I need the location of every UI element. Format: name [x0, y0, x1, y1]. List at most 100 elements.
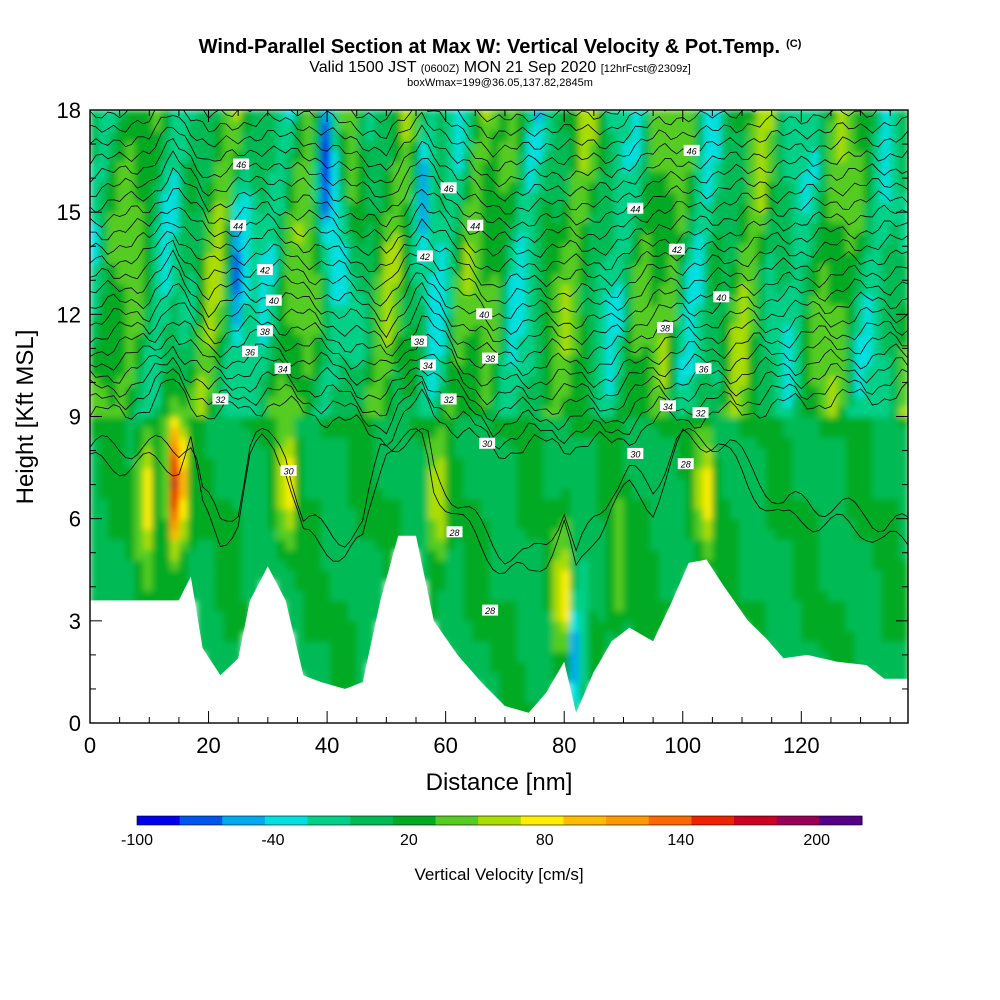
velocity-cell	[712, 569, 723, 581]
velocity-cell	[338, 140, 349, 152]
velocity-cell	[303, 600, 314, 612]
velocity-cell	[730, 324, 740, 336]
velocity-cell	[232, 283, 242, 295]
velocity-cell	[321, 396, 331, 408]
velocity-cell	[338, 498, 349, 510]
velocity-cell	[845, 559, 856, 571]
velocity-cell	[730, 212, 740, 224]
velocity-cell	[863, 212, 874, 224]
velocity-cell	[570, 253, 580, 265]
velocity-cell	[721, 488, 731, 500]
velocity-cell	[650, 253, 660, 265]
velocity-cell	[534, 304, 545, 316]
velocity-cell	[525, 631, 536, 643]
velocity-cell	[881, 610, 892, 622]
velocity-cell	[472, 201, 483, 213]
velocity-cell	[214, 334, 225, 346]
velocity-cell	[676, 222, 687, 234]
velocity-cell	[187, 457, 198, 469]
velocity-cell	[98, 559, 109, 571]
velocity-cell	[214, 559, 225, 571]
velocity-cell	[330, 212, 340, 224]
velocity-cell	[623, 508, 634, 520]
velocity-cell	[516, 549, 527, 561]
velocity-cell	[863, 181, 874, 193]
contour-label-text: 40	[479, 310, 489, 320]
velocity-cell	[401, 457, 411, 469]
velocity-cell	[356, 559, 367, 571]
velocity-cell	[490, 385, 500, 397]
velocity-cell	[490, 365, 500, 377]
velocity-cell	[605, 467, 616, 479]
velocity-cell	[854, 212, 865, 224]
velocity-cell	[872, 191, 883, 203]
velocity-cell	[490, 344, 500, 356]
velocity-cell	[356, 355, 367, 367]
velocity-cell	[890, 518, 900, 530]
velocity-cell	[463, 365, 474, 377]
velocity-cell	[863, 549, 874, 561]
velocity-cell	[418, 457, 429, 469]
velocity-cell	[365, 304, 376, 316]
velocity-cell	[499, 661, 509, 673]
velocity-cell	[499, 120, 509, 132]
velocity-cell	[241, 212, 251, 224]
velocity-cell	[196, 150, 207, 162]
velocity-cell	[445, 140, 456, 152]
velocity-cell	[303, 661, 314, 673]
velocity-cell	[276, 334, 287, 346]
velocity-cell	[534, 161, 545, 173]
velocity-cell	[258, 365, 269, 377]
velocity-cell	[854, 140, 865, 152]
velocity-cell	[294, 171, 305, 183]
velocity-cell	[250, 488, 260, 500]
velocity-cell	[321, 447, 331, 459]
velocity-cell	[792, 477, 803, 489]
velocity-cell	[730, 263, 740, 275]
velocity-cell	[507, 385, 518, 397]
velocity-cell	[579, 396, 589, 408]
velocity-cell	[125, 488, 136, 500]
velocity-cell	[899, 600, 908, 612]
velocity-cell	[570, 508, 580, 520]
velocity-cell	[276, 201, 287, 213]
velocity-cell	[232, 467, 242, 479]
velocity-cell	[445, 304, 456, 316]
velocity-cell	[392, 528, 402, 540]
velocity-cell	[801, 375, 811, 387]
velocity-cell	[703, 324, 714, 336]
velocity-cell	[125, 559, 136, 571]
velocity-cell	[614, 549, 625, 561]
velocity-cell	[374, 508, 385, 520]
velocity-cell	[561, 283, 571, 295]
velocity-cell	[338, 600, 349, 612]
velocity-cell	[134, 508, 145, 520]
velocity-cell	[685, 344, 696, 356]
velocity-cell	[347, 528, 358, 540]
velocity-cell	[810, 140, 820, 152]
velocity-cell	[801, 242, 811, 254]
velocity-cell	[561, 436, 571, 448]
velocity-cell	[721, 549, 731, 561]
velocity-cell	[276, 508, 287, 520]
velocity-cell	[890, 161, 900, 173]
velocity-cell	[285, 334, 296, 346]
velocity-cell	[383, 498, 394, 510]
velocity-cell	[481, 569, 491, 581]
velocity-cell	[232, 631, 242, 643]
velocity-cell	[614, 273, 625, 285]
velocity-cell	[881, 222, 892, 234]
velocity-cell	[694, 426, 705, 438]
velocity-cell	[667, 579, 678, 591]
velocity-cell	[161, 120, 171, 132]
velocity-cell	[845, 293, 856, 305]
velocity-cell	[196, 130, 207, 142]
velocity-cell	[792, 365, 803, 377]
velocity-cell	[881, 559, 892, 571]
velocity-cell	[116, 242, 127, 254]
velocity-cell	[774, 283, 785, 295]
velocity-cell	[881, 508, 892, 520]
velocity-cell	[854, 426, 865, 438]
velocity-cell	[721, 314, 731, 326]
velocity-cell	[579, 181, 589, 193]
